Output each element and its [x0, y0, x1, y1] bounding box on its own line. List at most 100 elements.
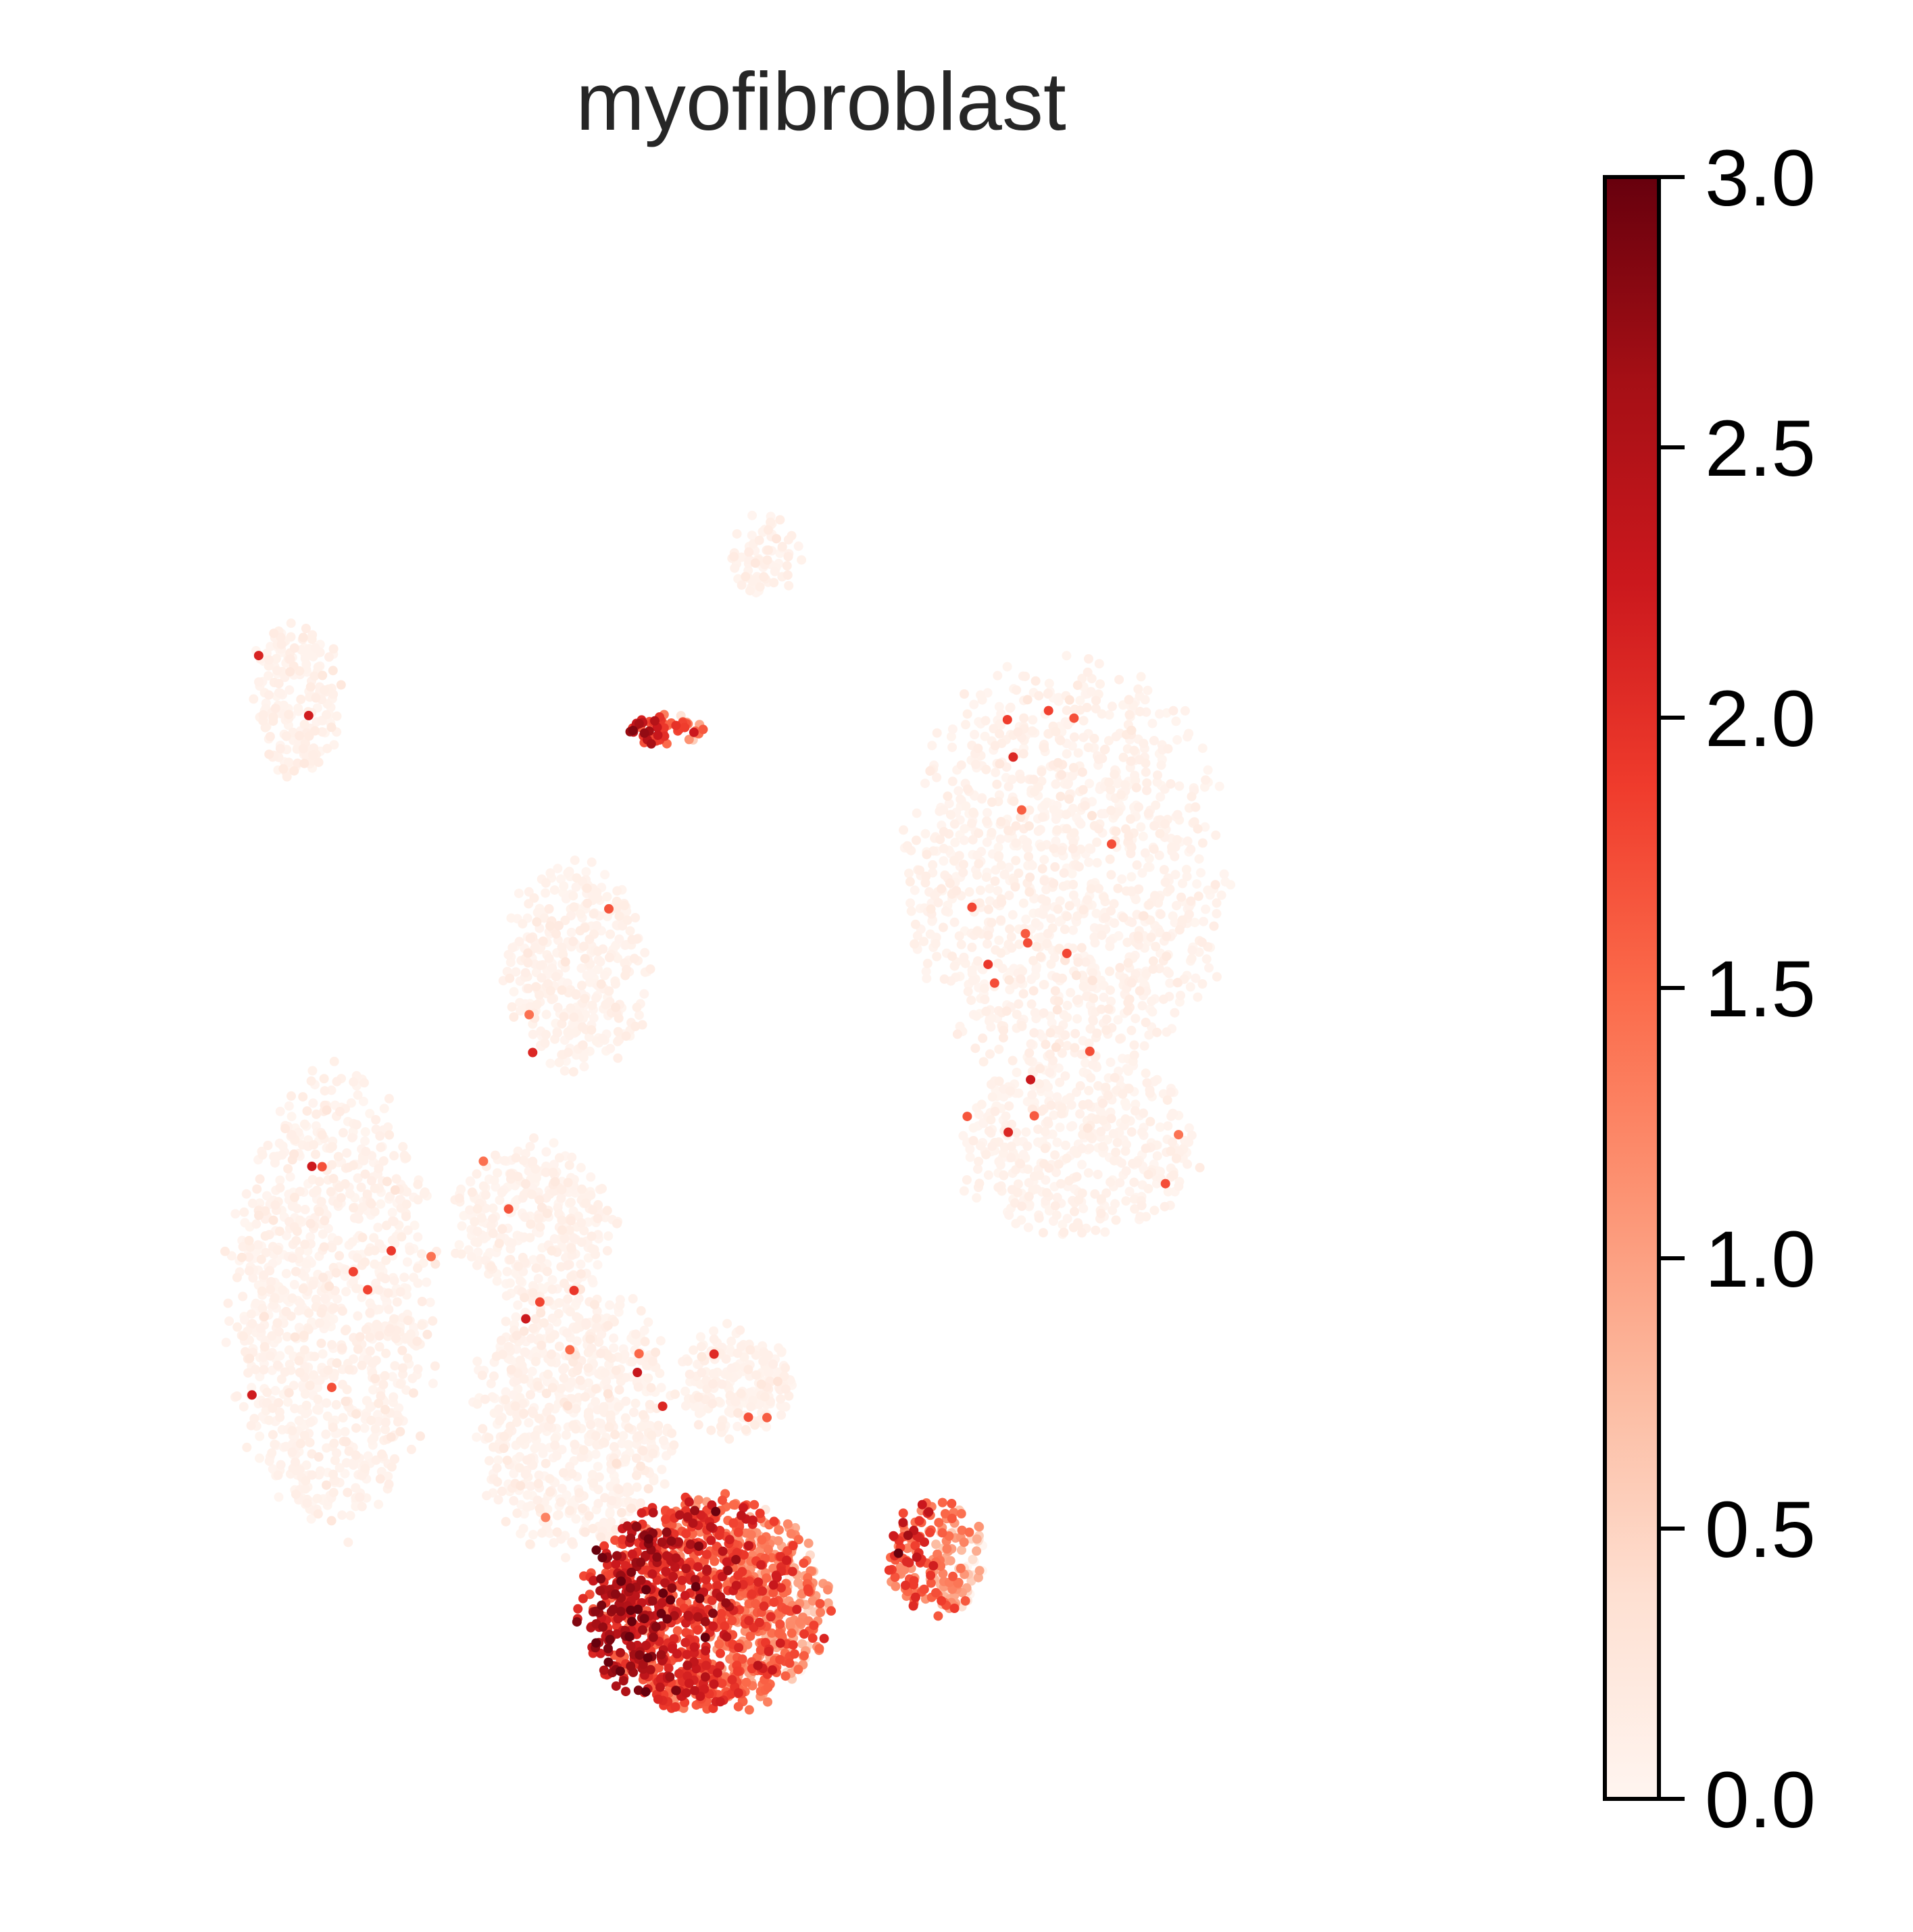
scatter-point [1060, 1030, 1070, 1040]
scatter-point [615, 1300, 625, 1310]
scatter-point [281, 1231, 291, 1241]
scatter-point [416, 1431, 425, 1441]
scatter-point [360, 1136, 370, 1146]
scatter-point [1174, 1181, 1184, 1191]
scatter-point [1192, 879, 1202, 889]
scatter-point [1046, 959, 1056, 969]
scatter-point [1135, 986, 1145, 996]
scatter-point [405, 1245, 415, 1256]
scatter-point [1046, 1100, 1056, 1110]
scatter-point [983, 688, 993, 698]
scatter-point [638, 1445, 648, 1456]
scatter-point [1195, 1162, 1205, 1172]
scatter-point [932, 728, 942, 738]
scatter-point [536, 1308, 546, 1318]
scatter-point [1115, 1178, 1125, 1188]
scatter-point [553, 1309, 564, 1318]
scatter-point [1022, 842, 1032, 852]
scatter-point [633, 1382, 643, 1392]
scatter-point [562, 1430, 571, 1440]
scatter-point [406, 1444, 416, 1454]
scatter-point [413, 1278, 423, 1288]
scatter-point [1080, 801, 1090, 811]
scatter-point [1060, 1071, 1070, 1081]
scatter-point [959, 835, 969, 845]
scatter-point [667, 1429, 677, 1438]
scatter-point [1061, 1140, 1070, 1150]
scatter-point [550, 1176, 560, 1187]
scatter-point [401, 1212, 411, 1222]
scatter-point [599, 1402, 609, 1412]
scatter-point [622, 915, 632, 925]
scatter-point [535, 1222, 545, 1232]
scatter-point [513, 1172, 523, 1182]
scatter-point [259, 1365, 269, 1374]
scatter-point [497, 1224, 507, 1234]
scatter-point [1004, 1210, 1014, 1220]
scatter-point [577, 1022, 587, 1032]
scatter-point [1066, 1100, 1076, 1110]
scatter-point [1165, 978, 1175, 988]
scatter-point [1097, 1141, 1108, 1151]
scatter-point [1123, 1006, 1133, 1016]
scatter-point [1078, 905, 1089, 915]
scatter-point [529, 1133, 539, 1143]
scatter-point [636, 1498, 645, 1508]
scatter-point [1005, 703, 1015, 713]
scatter-point [1209, 921, 1219, 931]
scatter-point [780, 1384, 791, 1394]
scatter-point [1024, 1048, 1035, 1058]
scatter-point [309, 1370, 318, 1380]
scatter-point [968, 1136, 978, 1145]
scatter-point [1002, 662, 1012, 672]
scatter-point [593, 964, 603, 974]
scatter-point [1021, 914, 1031, 924]
scatter-point [360, 1464, 370, 1474]
scatter-point [604, 1422, 614, 1432]
scatter-point [525, 1141, 535, 1151]
scatter-point [775, 515, 785, 525]
scatter-point [1106, 870, 1116, 880]
scatter-point [334, 1183, 345, 1193]
scatter-point [1037, 812, 1047, 822]
scatter-point [1177, 915, 1187, 925]
scatter-point [505, 1254, 516, 1264]
scatter-point [298, 633, 308, 643]
scatter-point [304, 731, 314, 741]
scatter-point [945, 810, 955, 820]
scatter-point [732, 529, 742, 539]
scatter-point [274, 1492, 284, 1502]
scatter-point [299, 1119, 309, 1129]
scatter-point [580, 1392, 590, 1402]
scatter-point [1018, 1149, 1028, 1160]
scatter-point [286, 632, 296, 642]
scatter-point [251, 1364, 260, 1374]
scatter-point [1052, 1193, 1062, 1203]
scatter-point [632, 1002, 642, 1012]
scatter-point [912, 808, 922, 818]
scatter-point [576, 1259, 586, 1269]
scatter-point [342, 1385, 352, 1395]
scatter-point [960, 689, 969, 699]
scatter-point [390, 1185, 400, 1195]
scatter-point [465, 1176, 475, 1186]
scatter-point [509, 1468, 519, 1479]
scatter-point [357, 1360, 367, 1370]
scatter-point [545, 868, 555, 878]
scatter-point [583, 1253, 593, 1263]
scatter-point [1062, 1214, 1072, 1224]
scatter-point [566, 1216, 576, 1226]
scatter-point [349, 1077, 359, 1087]
scatter-point [1130, 1106, 1140, 1116]
scatter-point [760, 1391, 770, 1402]
scatter-point [1168, 1109, 1178, 1118]
scatter-point [639, 1325, 649, 1335]
scatter-point [289, 766, 299, 776]
scatter-point [578, 1445, 589, 1455]
scatter-point [647, 1431, 657, 1441]
scatter-point [378, 1379, 389, 1389]
scatter-point [1148, 956, 1158, 966]
scatter-point [387, 1372, 397, 1382]
scatter-point [1137, 1127, 1147, 1137]
scatter-point [332, 1076, 342, 1087]
